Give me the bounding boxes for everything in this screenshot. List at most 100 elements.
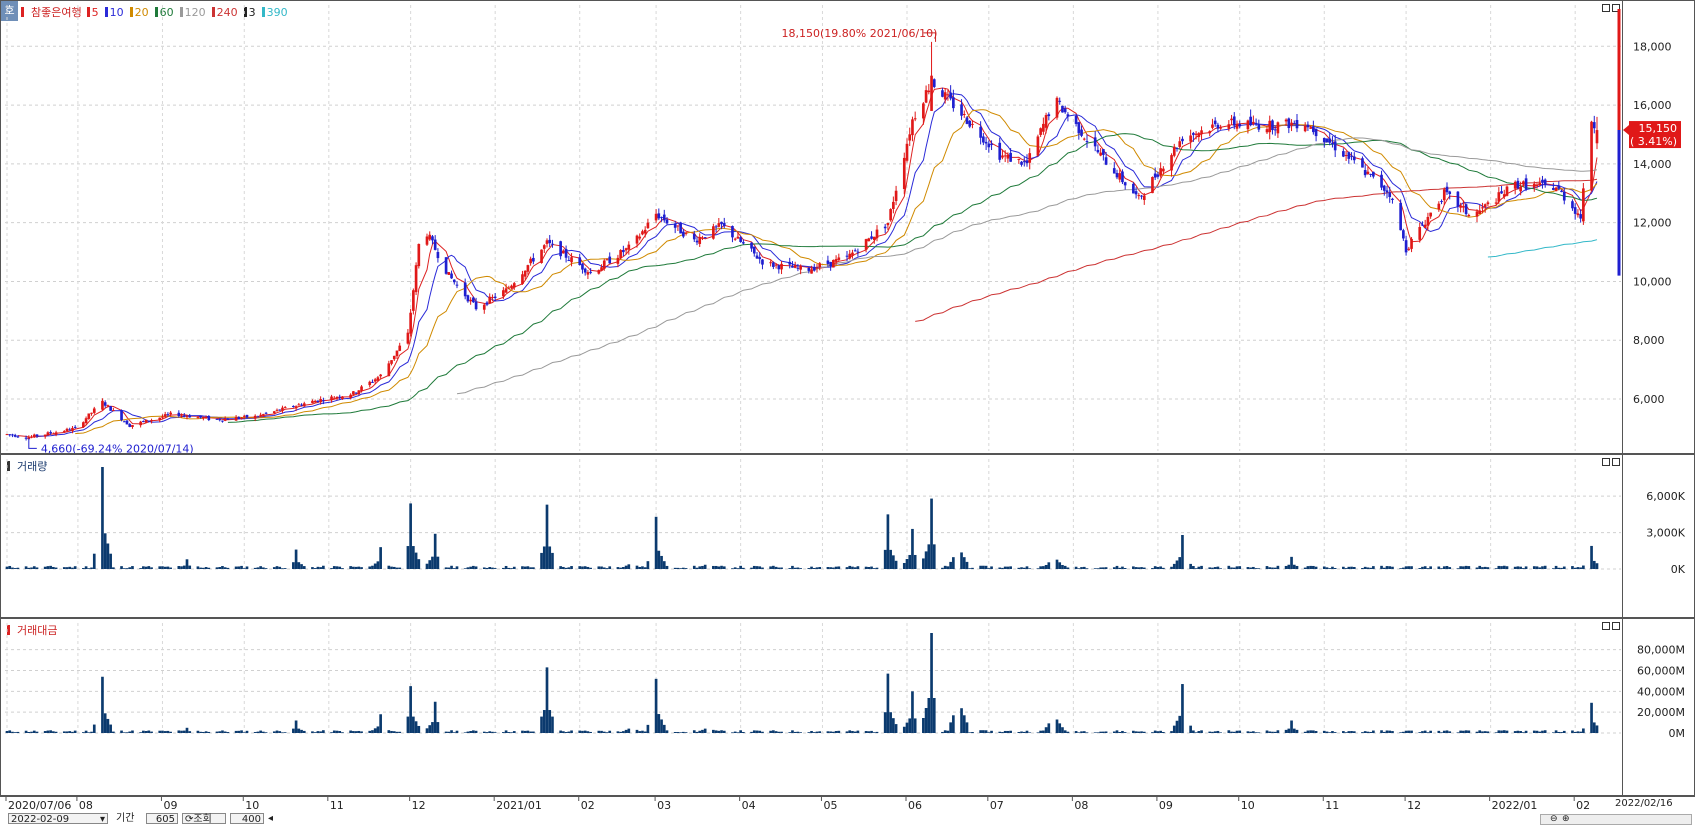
volume-bar — [665, 565, 669, 569]
period-input[interactable]: 605 — [146, 813, 178, 825]
volume-close-button[interactable] — [1612, 458, 1620, 466]
candle-body — [911, 119, 914, 136]
amount-bar — [11, 731, 14, 733]
date-select[interactable]: 2022-02-09 ▾ — [8, 813, 108, 825]
volume-bar — [1295, 565, 1299, 569]
amount-bar — [54, 731, 58, 733]
volume-bar — [1361, 568, 1364, 569]
volume-bar — [436, 556, 440, 569]
candle-body — [1082, 138, 1086, 140]
volume-bar — [147, 566, 151, 569]
amount-bar — [1399, 732, 1402, 733]
candle-body — [240, 417, 243, 419]
volume-maximize-button[interactable] — [1602, 458, 1610, 466]
price-tick-label: 16,000 — [1633, 99, 1672, 112]
candle-body — [1322, 137, 1326, 143]
volume-bar — [11, 567, 14, 569]
candle-body — [1290, 122, 1293, 126]
amount-bar — [1140, 731, 1143, 733]
candle-body — [1519, 186, 1522, 192]
amount-bar — [1342, 731, 1345, 733]
volume-bar — [1063, 565, 1067, 569]
amount-bar — [635, 729, 639, 733]
volume-bar — [774, 566, 778, 569]
volume-bar — [73, 566, 77, 569]
volume-bar — [1475, 567, 1479, 569]
volume-bar — [736, 568, 740, 569]
volume-bar — [698, 566, 702, 569]
amount-bar — [521, 730, 524, 733]
candle-body — [87, 413, 91, 419]
price-tick-label: 10,000 — [1633, 275, 1672, 288]
candle-body — [207, 415, 211, 420]
volume-bar — [578, 566, 582, 569]
volume-bar — [1347, 566, 1351, 569]
volume-chart-pane[interactable]: 거래량 6,000K 3,000K 0K — [0, 454, 1695, 618]
legend-label: 240 — [216, 5, 238, 19]
amount-tick-label: 0M — [1669, 727, 1686, 740]
candle-body — [294, 406, 298, 409]
candle-body — [930, 75, 933, 111]
zoom-out-icon[interactable]: ⊖ — [1550, 814, 1558, 824]
scroll-left-icon[interactable]: ◂ — [268, 813, 274, 824]
amount-title: 거래대금 — [17, 624, 58, 637]
amount-bar — [27, 731, 31, 733]
amount-bar — [395, 731, 399, 733]
amount-bar — [147, 730, 151, 733]
amount-maximize-button[interactable] — [1602, 622, 1610, 630]
candle-body — [73, 426, 77, 428]
legend-ma-items: 5 10 20 60 120 240 3 390 — [86, 5, 294, 19]
amount-chart-pane[interactable]: 거래대금 80,000M 60,000M 40,000M 20,000M 0M — [0, 618, 1695, 796]
amount-bar — [1265, 730, 1269, 733]
candle-body — [1331, 142, 1334, 144]
volume-bar — [1423, 566, 1427, 569]
amount-bar — [902, 726, 906, 733]
volume-bar — [1096, 568, 1100, 569]
amount-bar — [150, 731, 153, 733]
amount-bar — [788, 732, 792, 733]
price-chart-pane[interactable]: 호 참좋은여행 5 10 20 60 120 240 3 390 6,000 8,000 10,0… — [0, 0, 1695, 454]
close-button[interactable] — [1612, 4, 1620, 12]
ma-20-line — [75, 109, 1598, 435]
amount-bar — [1290, 720, 1293, 733]
amount-bar — [1216, 730, 1220, 733]
zoom-in-icon[interactable]: ⊕ — [1562, 814, 1570, 824]
amount-bar — [1042, 730, 1045, 733]
candle-body — [1276, 122, 1280, 134]
amount-bar — [1437, 730, 1441, 733]
candle-body — [1445, 186, 1449, 193]
amount-bar — [1230, 731, 1233, 733]
amount-bar — [1118, 731, 1122, 733]
volume-bar — [502, 567, 505, 569]
volume-bar — [1516, 566, 1520, 569]
amount-bar — [182, 730, 186, 733]
corner-badge[interactable]: 호 — [1, 1, 18, 21]
candle-body — [605, 259, 609, 261]
candle-body — [452, 279, 456, 283]
candle-body — [35, 434, 39, 437]
candle-body — [1208, 131, 1212, 134]
query-button[interactable]: ⟳조회 — [182, 813, 226, 825]
volume-bar — [92, 553, 96, 569]
candle-body — [924, 90, 928, 103]
volume-bar — [1172, 563, 1176, 569]
candle-body — [1314, 128, 1318, 137]
maximize-button[interactable] — [1602, 4, 1610, 12]
count-input[interactable]: 400 — [230, 813, 264, 825]
amount-bar — [772, 730, 775, 733]
amount-bar — [278, 731, 282, 733]
volume-bar — [1380, 565, 1383, 569]
amount-bar — [1350, 731, 1353, 733]
volume-bar — [406, 546, 410, 569]
amount-bar — [1254, 732, 1258, 733]
amount-bar — [1328, 732, 1332, 733]
volume-bar — [660, 555, 663, 569]
candle-body — [758, 257, 762, 260]
amount-bar — [373, 728, 377, 733]
volume-legend-swatch — [7, 461, 10, 471]
amount-close-button[interactable] — [1612, 622, 1620, 630]
volume-bar — [908, 554, 912, 569]
amount-bar — [1055, 719, 1059, 733]
volume-bar — [949, 561, 952, 569]
volume-bar — [485, 567, 489, 569]
